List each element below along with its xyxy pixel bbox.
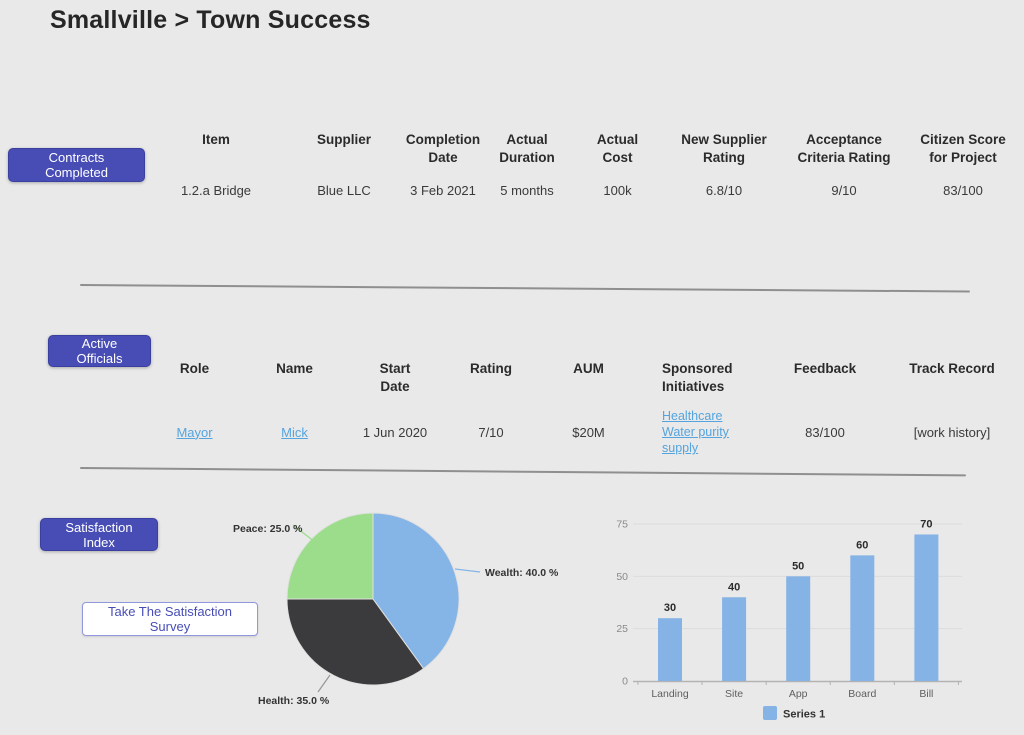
mick-link[interactable]: Mick [281, 424, 308, 440]
take-satisfaction-survey-button[interactable]: Take The Satisfaction Survey [82, 602, 258, 636]
column-header-label: Supplier [316, 132, 371, 147]
y-axis-tick-label: 75 [616, 519, 628, 531]
pie-slice-health [286, 598, 425, 686]
contracts-cell-citizen-score: 83/100 [943, 183, 983, 198]
contracts-cell-actual-duration: 5 months [500, 183, 554, 198]
column-header-label: Role [179, 361, 210, 376]
pie-label-leader-line [454, 568, 481, 573]
page-title: Smallville > Town Success [50, 6, 371, 34]
bar-board [850, 555, 875, 681]
officials-cell-initiatives: Healthcare Water purity supply [640, 408, 766, 456]
officials-cell-rating: 7/10 [478, 424, 504, 440]
y-axis-tick-label: 0 [622, 676, 628, 688]
contracts-table: Item Supplier Completion Date Actual Dur… [145, 128, 1020, 198]
column-header-track-record: Track Record [884, 357, 1020, 408]
column-header-name: Name [244, 357, 345, 408]
section-divider [79, 284, 970, 293]
bar-value-label: 50 [792, 560, 804, 572]
bar-bill [914, 534, 939, 681]
column-header-label: Sponsored Initiatives [662, 361, 733, 395]
contracts-cell-acceptance-criteria-rating: 9/10 [831, 183, 857, 198]
bar-category-label: Bill [919, 688, 933, 700]
satisfaction-pie-chart: Wealth: 40.0 % Health: 35.0 % Peace: 25.0 … [233, 512, 559, 707]
pie-slice-label: Wealth: 40.0 % [485, 567, 559, 579]
mayor-link[interactable]: Mayor [176, 424, 213, 440]
contracts-cell-actual-cost: 100k [603, 183, 632, 198]
column-header-citizen-score: Citizen Score for Project [906, 128, 1020, 183]
y-axis-tick-label: 25 [616, 623, 628, 635]
bar-value-label: 30 [664, 602, 676, 614]
column-header-label: New Supplier Rating [681, 132, 767, 166]
legend-swatch [763, 706, 777, 720]
officials-cell-track-record: [work history] [913, 424, 991, 440]
bar-category-label: App [789, 688, 808, 700]
contracts-cell-item: 1.2.a Bridge [180, 183, 252, 198]
y-axis-tick-label: 50 [616, 571, 628, 583]
bar-category-label: Site [725, 688, 743, 700]
column-header-label: Item [202, 132, 230, 147]
column-header-label: Rating [470, 361, 512, 376]
column-header-new-supplier-rating: New Supplier Rating [666, 128, 782, 183]
contracts-cell-supplier: Blue LLC [317, 183, 371, 198]
column-header-label: Name [276, 361, 313, 376]
column-header-label: Actual Duration [499, 132, 555, 166]
legend-label: Series 1 [783, 709, 825, 721]
satisfaction-index-button[interactable]: Satisfaction Index [40, 518, 158, 551]
column-header-sponsored-initiatives: Sponsored Initiatives [640, 357, 766, 408]
column-header-item: Item [145, 128, 287, 183]
column-header-supplier: Supplier [287, 128, 401, 183]
bar-value-label: 60 [856, 539, 868, 551]
column-header-label: Completion Date [405, 132, 481, 166]
column-header-completion-date: Completion Date [401, 128, 485, 183]
bar-category-label: Board [848, 688, 876, 700]
pie-slice-peace [286, 512, 374, 600]
bar-value-label: 70 [920, 518, 932, 530]
officials-table: Role Name Start Date Rating AUM Sponsore… [145, 357, 1020, 456]
column-header-acceptance-criteria-rating: Acceptance Criteria Rating [782, 128, 906, 183]
column-header-actual-cost: Actual Cost [569, 128, 666, 183]
bar-category-label: Landing [651, 688, 689, 700]
column-header-role: Role [145, 357, 244, 408]
bar-app [786, 576, 811, 681]
pie-slice-label: Health: 35.0 % [258, 695, 330, 707]
column-header-feedback: Feedback [766, 357, 884, 408]
column-header-label: Citizen Score for Project [920, 132, 1006, 166]
officials-cell-start-date: 1 Jun 2020 [362, 424, 428, 440]
column-header-label: Start Date [379, 361, 411, 395]
officials-cell-aum: $20M [572, 424, 605, 440]
officials-cell-role: Mayor [145, 425, 244, 440]
pie-label-leader-line [317, 674, 331, 693]
section-divider [79, 467, 966, 477]
column-header-start-date: Start Date [345, 357, 445, 408]
pie-slice-wealth [372, 512, 460, 670]
water-purity-initiative-link[interactable]: Water purity supply [662, 425, 729, 455]
bar-value-label: 40 [728, 581, 740, 593]
pie-label-leader-line [292, 524, 316, 543]
contracts-cell-completion-date: 3 Feb 2021 [410, 183, 476, 198]
officials-cell-name: Mick [244, 425, 345, 440]
column-header-rating: Rating [445, 357, 537, 408]
pie-slice-label: Peace: 25.0 % [233, 523, 303, 535]
contracts-cell-new-supplier-rating: 6.8/10 [705, 183, 743, 198]
column-header-label: Feedback [793, 361, 857, 376]
bar-site [722, 597, 747, 681]
series-bar-chart: 0 25 50 75 30 Landing 40 Site 50 App 60 Board 70 Bill… [616, 518, 962, 721]
column-header-label: Track Record [909, 361, 995, 376]
healthcare-initiative-link[interactable]: Healthcare [662, 409, 723, 423]
active-officials-button[interactable]: Active Officials [48, 335, 151, 367]
contracts-completed-button[interactable]: Contracts Completed [8, 148, 145, 182]
column-header-label: AUM [573, 361, 604, 376]
bar-landing [658, 618, 682, 681]
officials-cell-feedback: 83/100 [805, 424, 845, 440]
column-header-label: Acceptance Criteria Rating [797, 132, 891, 166]
column-header-actual-duration: Actual Duration [485, 128, 569, 183]
column-header-label: Actual Cost [596, 132, 639, 166]
column-header-aum: AUM [537, 357, 640, 408]
